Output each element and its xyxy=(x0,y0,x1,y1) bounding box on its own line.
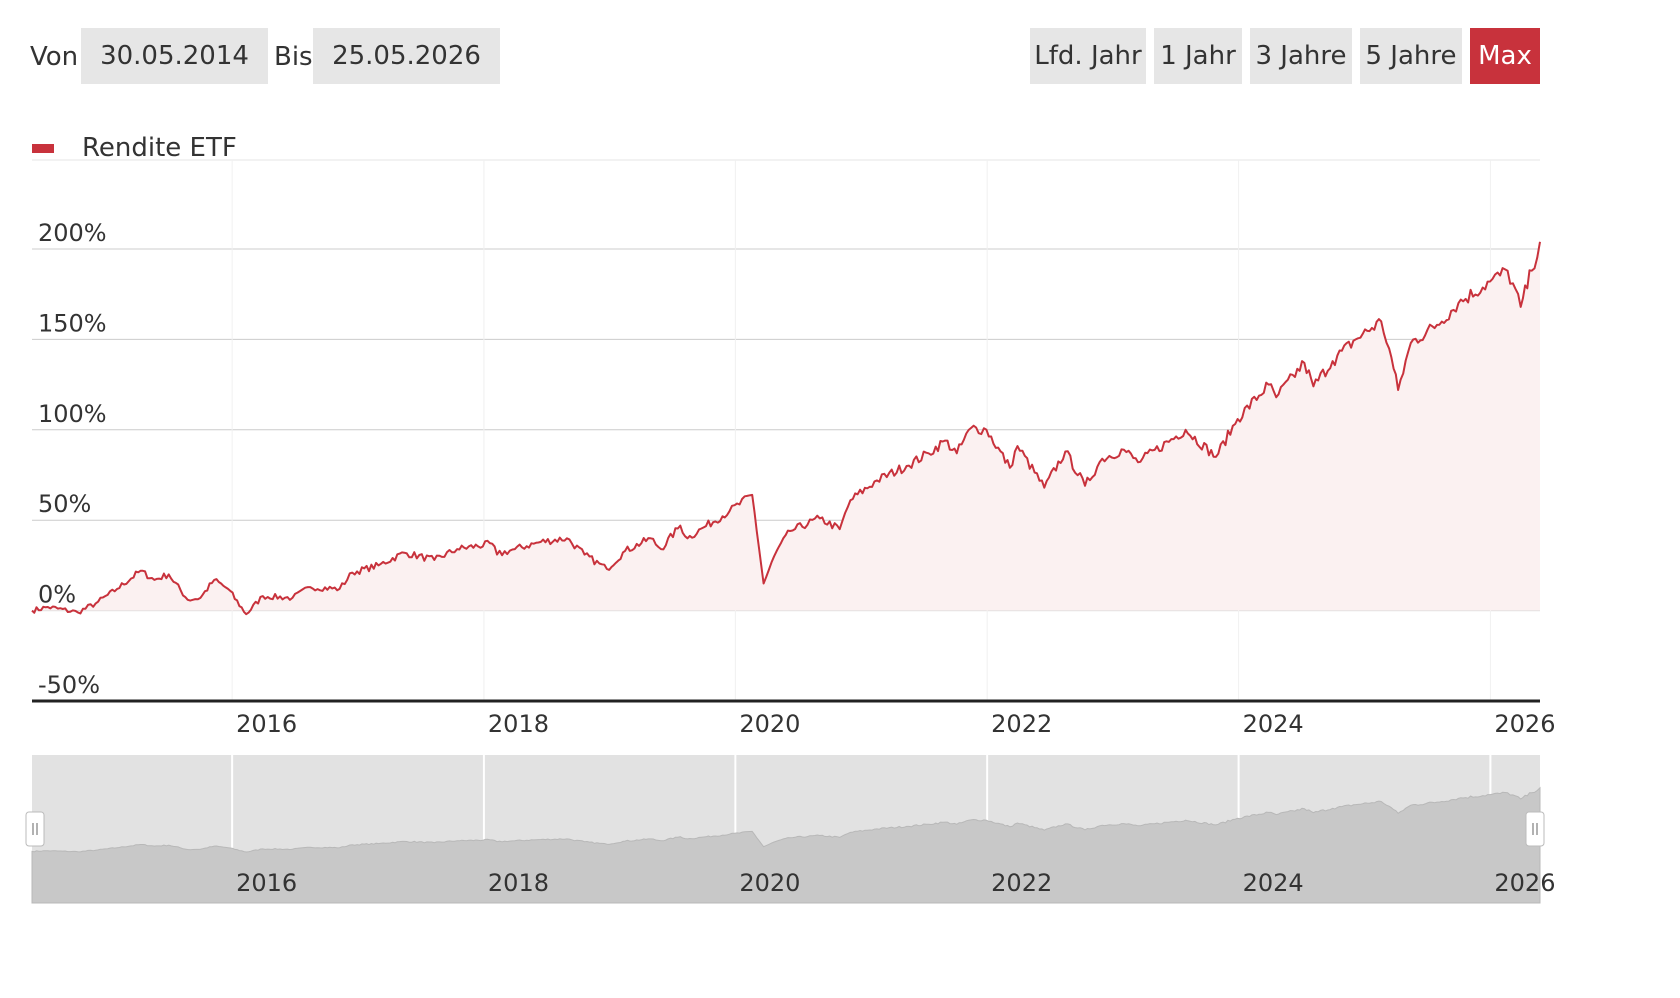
y-tick-label: 200% xyxy=(38,219,107,247)
navigator-tick-label: 2024 xyxy=(1243,869,1304,897)
legend-label: Rendite ETF xyxy=(82,133,237,163)
navigator-tick-label: 2022 xyxy=(991,869,1052,897)
series-area xyxy=(32,241,1540,615)
y-tick-label: 0% xyxy=(38,581,76,609)
x-tick-label: 2018 xyxy=(488,710,549,738)
navigator[interactable]: 2016 2018 2020 2022 2024 2026 xyxy=(25,755,1555,904)
from-date-input[interactable]: 30.05.2014 xyxy=(81,28,268,84)
to-date-input[interactable]: 25.05.2026 xyxy=(313,28,500,84)
y-tick-label: 50% xyxy=(38,490,91,518)
x-tick-label: 2020 xyxy=(739,710,800,738)
y-axis-labels: -50% 0% 50% 100% 150% 200% xyxy=(38,219,107,699)
navigator-handle-left[interactable] xyxy=(25,811,45,847)
navigator-area xyxy=(31,786,1541,904)
legend-swatch xyxy=(32,144,54,153)
x-tick-label: 2024 xyxy=(1243,710,1304,738)
x-axis-labels: 2016 2018 2020 2022 2024 2026 xyxy=(236,710,1555,738)
zoom-button-3y[interactable]: 3 Jahre xyxy=(1250,28,1352,84)
y-tick-label: -50% xyxy=(38,671,100,699)
date-range-bar: Von 30.05.2014 Bis 25.05.2026 Lfd. Jahr … xyxy=(0,28,1680,86)
zoom-button-ytd[interactable]: Lfd. Jahr xyxy=(1030,28,1146,84)
navigator-tick-label: 2018 xyxy=(488,869,549,897)
grid-layer xyxy=(32,159,1540,701)
zoom-button-max[interactable]: Max xyxy=(1470,28,1540,84)
navigator-labels: 2016 2018 2020 2022 2024 2026 xyxy=(236,869,1555,897)
x-tick-label: 2016 xyxy=(236,710,297,738)
x-tick-label: 2026 xyxy=(1494,710,1555,738)
zoom-button-1y[interactable]: 1 Jahr xyxy=(1154,28,1242,84)
navigator-tick-label: 2026 xyxy=(1494,869,1555,897)
y-tick-label: 100% xyxy=(38,400,107,428)
series-line xyxy=(31,241,1541,616)
zoom-button-5y[interactable]: 5 Jahre xyxy=(1360,28,1462,84)
x-tick-label: 2022 xyxy=(991,710,1052,738)
y-tick-label: 150% xyxy=(38,309,107,337)
navigator-tick-label: 2020 xyxy=(739,869,800,897)
navigator-handle-right[interactable] xyxy=(1525,811,1545,847)
to-label: Bis xyxy=(274,42,313,72)
from-label: Von xyxy=(30,42,79,72)
navigator-tick-label: 2016 xyxy=(236,869,297,897)
